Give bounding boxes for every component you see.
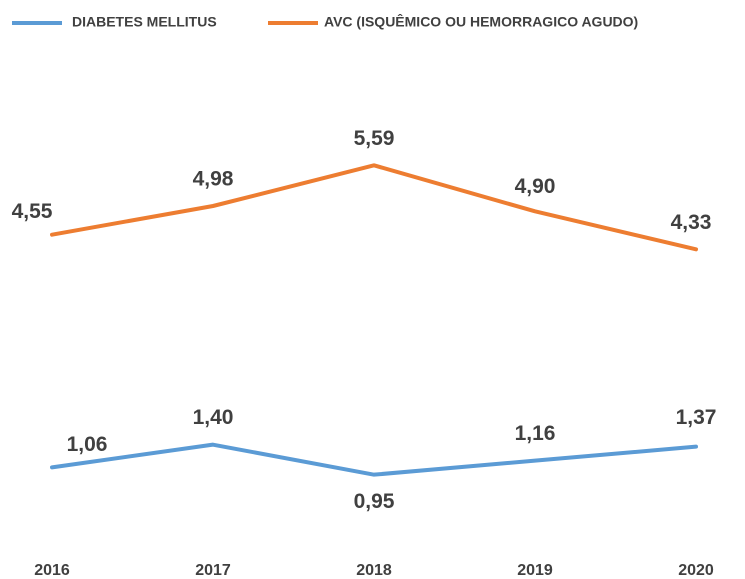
x-tick-label: 2020	[678, 562, 714, 579]
x-tick-label: 2017	[195, 562, 231, 579]
data-label: 4,90	[515, 175, 556, 198]
x-tick-label: 2019	[517, 562, 553, 579]
data-label: 4,98	[193, 168, 234, 191]
legend-label: DIABETES MELLITUS	[72, 14, 217, 30]
data-label: 4,33	[671, 211, 712, 234]
data-label: 0,95	[354, 490, 395, 513]
data-label: 1,40	[193, 406, 234, 429]
data-label: 4,55	[12, 200, 53, 223]
data-label: 1,37	[676, 406, 717, 429]
x-tick-label: 2018	[356, 562, 392, 579]
series-line	[50, 163, 698, 252]
data-label: 5,59	[354, 127, 395, 150]
legend-label: AVC (ISQUÊMICO OU HEMORRAGICO AGUDO)	[324, 13, 638, 30]
x-tick-label: 2016	[34, 562, 70, 579]
data-label: 1,06	[67, 433, 108, 456]
series-line	[50, 442, 698, 477]
data-label: 1,16	[515, 422, 556, 445]
